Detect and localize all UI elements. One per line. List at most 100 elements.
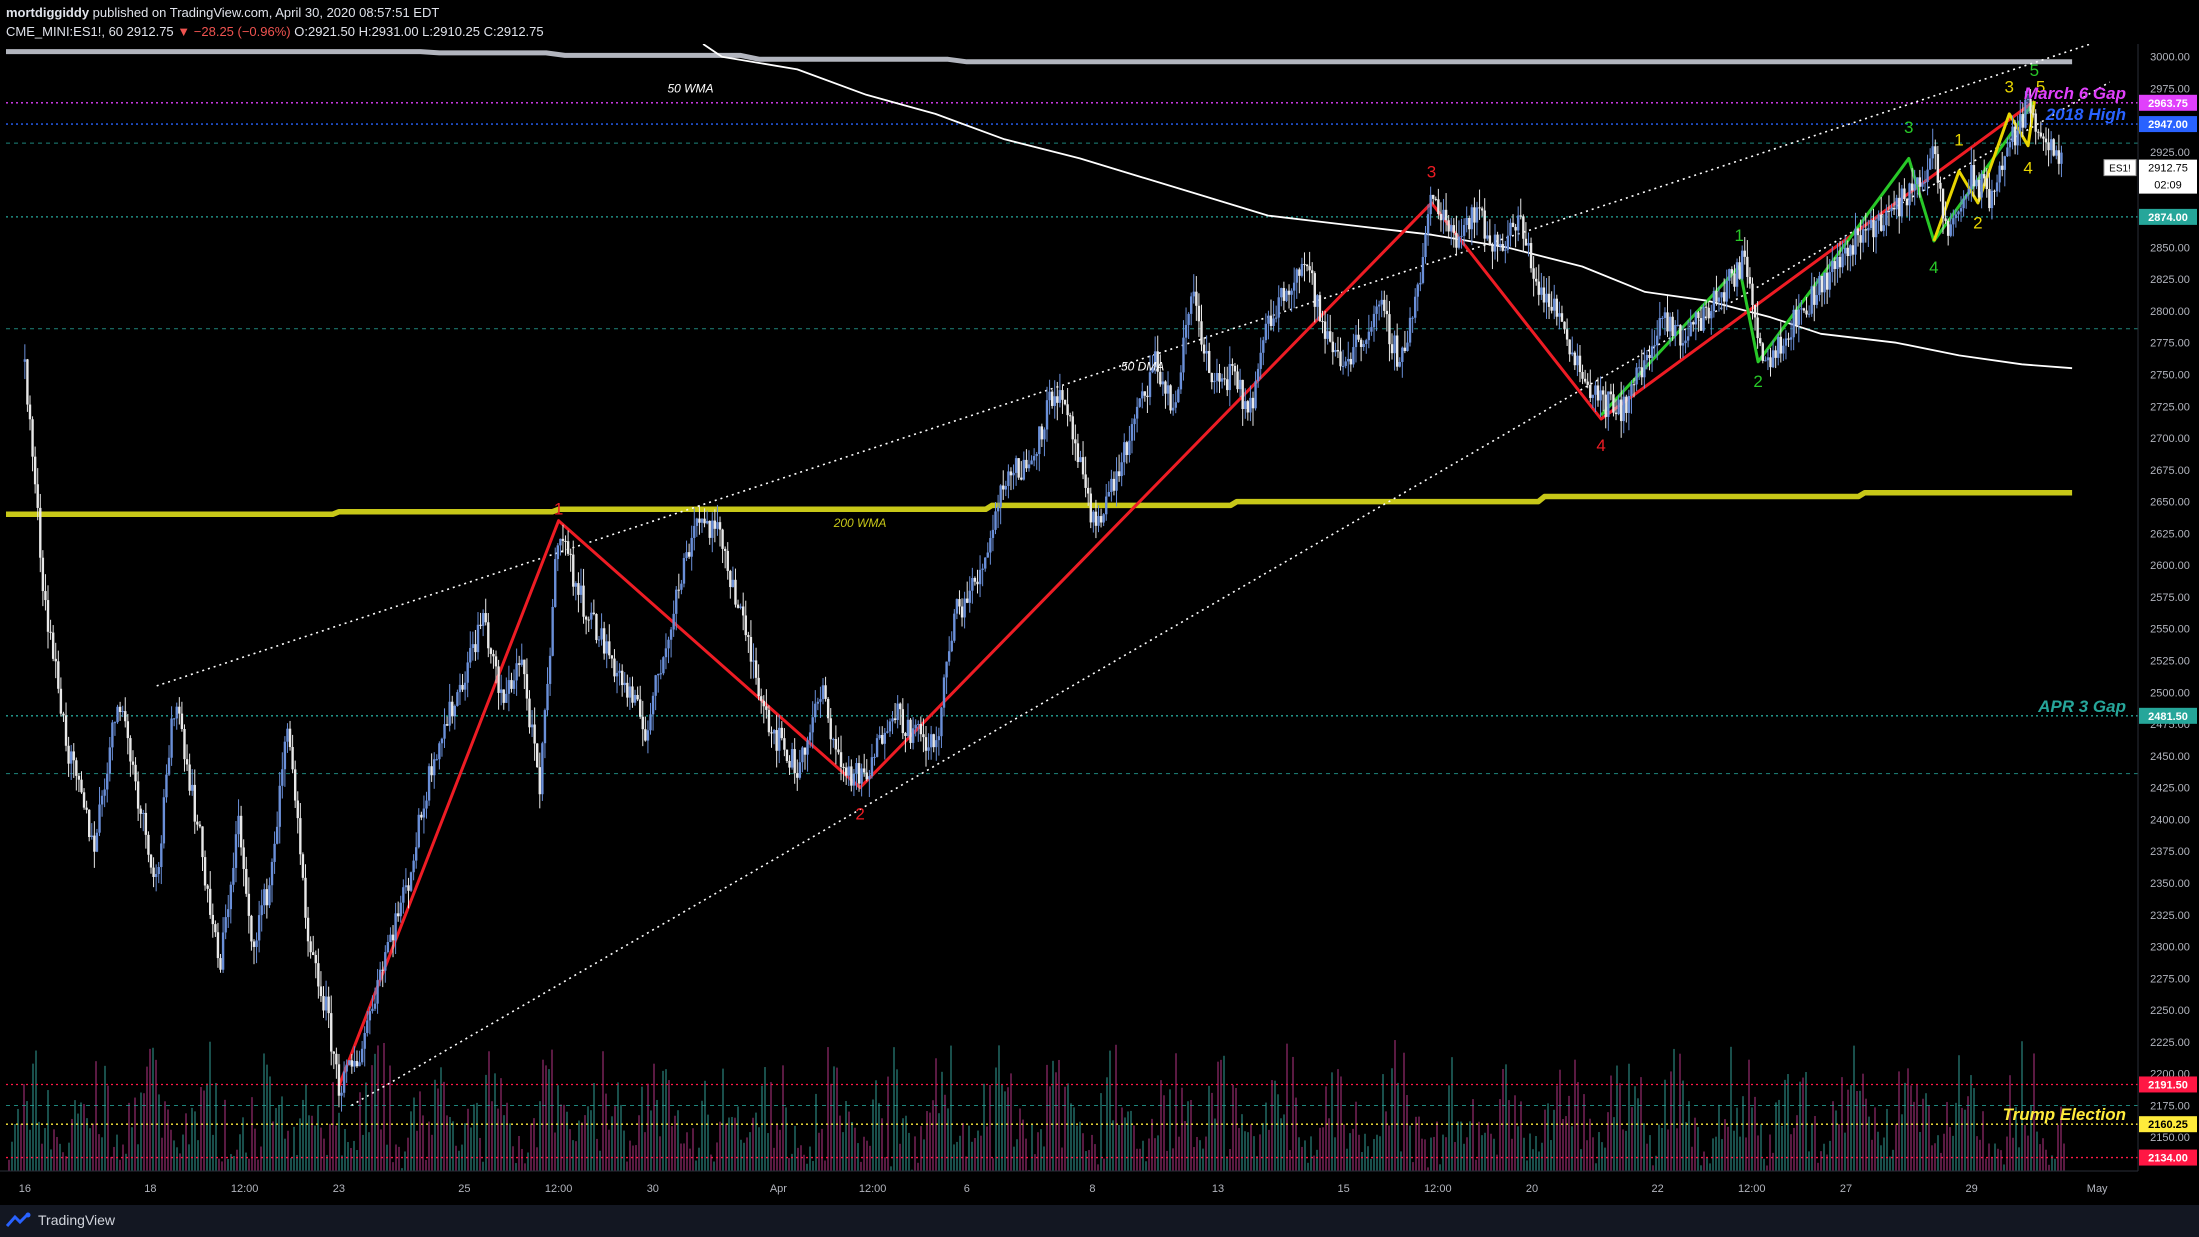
candle-body <box>1653 345 1656 347</box>
volume-bar <box>1517 1126 1519 1181</box>
candle-body <box>1836 256 1839 269</box>
volume-bar <box>59 1143 61 1181</box>
volume-bar <box>1322 1127 1324 1181</box>
volume-bar <box>605 1093 607 1181</box>
candle-body <box>1988 189 1991 209</box>
candle-body <box>335 1053 338 1065</box>
volume-bar <box>983 1083 985 1181</box>
volume-bar <box>1604 1147 1606 1181</box>
volume-bar <box>413 1097 415 1181</box>
candle-body <box>741 606 745 616</box>
candle-body <box>703 518 706 524</box>
price-axis[interactable]: 2150.002175.002200.002225.002250.002275.… <box>2103 44 2199 1205</box>
volume-bar <box>485 1074 487 1181</box>
tradingview-logo[interactable]: TradingView <box>6 1212 115 1228</box>
candle-body <box>1403 347 1407 352</box>
volume-bar <box>1565 1116 1567 1181</box>
candle-body <box>1068 415 1072 417</box>
price-tick-label: 2175.00 <box>2150 1100 2190 1112</box>
volume-bar <box>1577 1082 1579 1181</box>
candle-body <box>515 663 518 681</box>
candle-body <box>546 683 549 711</box>
candle-body <box>1105 496 1108 515</box>
candle-body <box>940 707 943 737</box>
volume-bar <box>20 1123 22 1181</box>
price-series <box>23 89 2063 1112</box>
candle-body <box>484 613 487 623</box>
candle-body <box>185 759 189 765</box>
candle-body <box>1282 288 1286 301</box>
candle-body <box>1509 222 1512 236</box>
volume-bar <box>101 1137 103 1181</box>
volume-bar <box>1499 1099 1501 1181</box>
candle-body <box>718 522 722 530</box>
candle-body <box>618 670 621 673</box>
candle-body <box>729 570 732 588</box>
candle-body <box>713 520 717 529</box>
volume-bar <box>1289 1150 1291 1181</box>
candle-body <box>2047 142 2050 151</box>
candle-body <box>1349 358 1353 365</box>
volume-bar <box>1925 1093 1927 1181</box>
candle-body <box>1133 418 1136 425</box>
candle-body <box>682 558 686 584</box>
ticker-tag-text: ES1! <box>2109 164 2131 175</box>
time-axis[interactable]: 16 18 12:00 23 25 12:00 30 Apr 12:00 6 8 13 15 12:00 2… <box>0 1170 2199 1205</box>
volume-bar <box>1280 1118 1282 1181</box>
candle-body <box>978 569 982 585</box>
candle-body <box>1074 439 1077 444</box>
candle-body <box>2021 114 2025 128</box>
candle-body <box>610 655 614 659</box>
candle-body <box>981 568 984 570</box>
volume-bar <box>1712 1138 1714 1181</box>
volume-bar <box>920 1126 922 1181</box>
volume-bar <box>1502 1068 1504 1181</box>
candle-body <box>695 518 699 526</box>
candle-body <box>1416 284 1419 297</box>
volume-bar <box>1892 1149 1894 1181</box>
volume-bar <box>692 1128 694 1181</box>
candle-body <box>1081 457 1085 475</box>
candle-body <box>626 682 629 698</box>
volume-bar <box>200 1087 202 1181</box>
candle-body <box>1964 194 1968 199</box>
candle-body <box>1908 183 1911 206</box>
candle-body <box>1877 214 1880 221</box>
candle-body <box>1408 317 1412 343</box>
author-name[interactable]: mortdiggiddy <box>6 5 90 20</box>
volume-bar <box>548 1069 550 1181</box>
volume-bar <box>1025 1138 1027 1181</box>
volume-bar <box>1619 1083 1621 1181</box>
candle-body <box>1004 486 1008 490</box>
symbol-name[interactable]: CME_MINI:ES1!, 60 <box>6 24 124 39</box>
candle-body <box>1668 316 1672 332</box>
candle-body <box>273 843 276 862</box>
volume-bar <box>119 1159 121 1181</box>
wave-label: 1 <box>1734 226 1743 245</box>
candle-body <box>407 885 410 891</box>
candle-body <box>247 893 251 916</box>
volume-bar <box>215 1082 217 1181</box>
volume-bar <box>2036 1131 2038 1181</box>
volume-bar <box>356 1150 358 1181</box>
candle-body <box>1959 208 1963 212</box>
candle-body <box>80 779 83 793</box>
candle-body <box>780 727 784 739</box>
volume-bar <box>2018 1147 2020 1181</box>
candle-body <box>832 739 835 741</box>
candle-body <box>1645 354 1649 361</box>
candle-body <box>2016 130 2019 146</box>
indicator-line <box>702 44 2073 370</box>
candle-body <box>1522 216 1525 239</box>
candle-body <box>2039 132 2043 137</box>
volume-bar <box>944 1094 946 1181</box>
volume-bar <box>512 1146 514 1181</box>
candle-body <box>1656 335 1659 346</box>
volume-bar <box>1124 1117 1126 1181</box>
candle-body <box>584 616 588 620</box>
volume-bar <box>1055 1072 1057 1181</box>
candle-body <box>348 1060 351 1065</box>
volume-bar <box>833 1066 835 1181</box>
volume-bar <box>1349 1133 1351 1181</box>
